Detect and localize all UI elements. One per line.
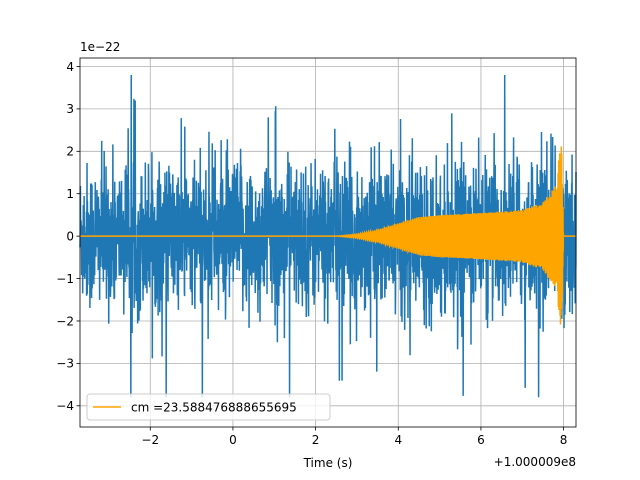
x-tick-label: 2 — [312, 433, 320, 447]
y-axis: −4 −3 −2 −1 0 1 2 3 4 — [56, 60, 80, 413]
y-tick-label: −4 — [56, 399, 74, 413]
x-tick-label: 0 — [229, 433, 237, 447]
x-axis-label: Time (s) — [303, 456, 353, 470]
legend-box — [86, 393, 331, 421]
plot-frame — [79, 57, 577, 428]
y-tick-label: 2 — [66, 145, 74, 159]
y-tick-label: 3 — [66, 102, 74, 116]
legend: cm =23.588476888655695 — [86, 393, 331, 421]
x-tick-label: 4 — [394, 433, 402, 447]
x-tick-label: 6 — [477, 433, 485, 447]
y-tick-label: 0 — [66, 229, 74, 243]
x-offset-label: +1.000009e8 — [494, 455, 576, 469]
y-tick-label: 4 — [66, 60, 74, 74]
x-axis: −2 0 2 4 6 8 — [141, 427, 567, 447]
y-tick-label: −1 — [56, 272, 74, 286]
legend-entry: cm =23.588476888655695 — [131, 401, 297, 415]
x-tick-label: −2 — [141, 433, 159, 447]
y-exponent-label: 1e−22 — [80, 40, 120, 54]
series-layer — [79, 74, 577, 398]
y-tick-label: −3 — [56, 357, 74, 371]
x-tick-label: 8 — [560, 433, 568, 447]
series-chirp-line — [80, 146, 576, 325]
plot-area — [79, 57, 577, 428]
y-tick-label: 1 — [66, 187, 74, 201]
y-tick-label: −2 — [56, 314, 74, 328]
